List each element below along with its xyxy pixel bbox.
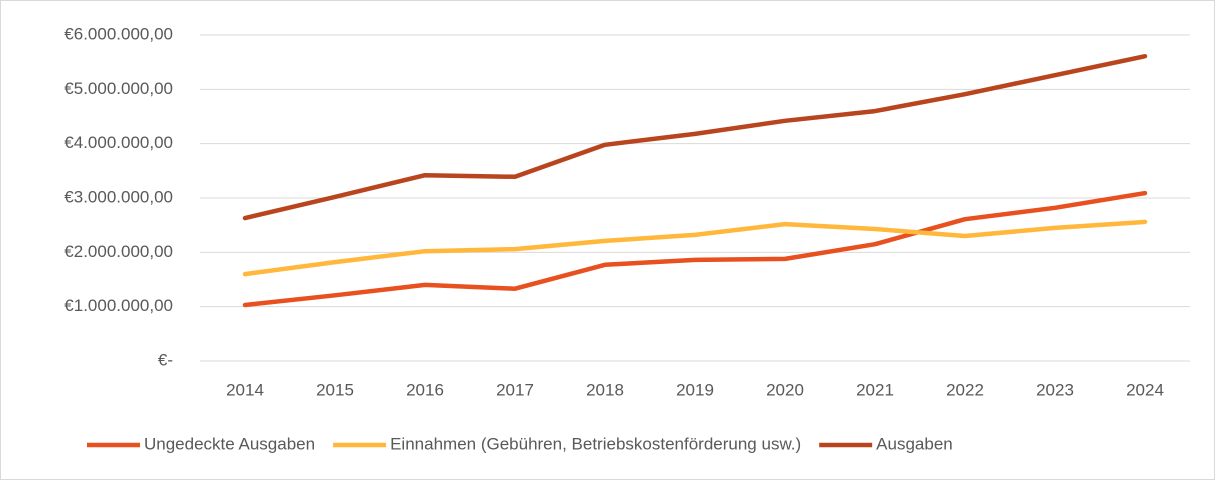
x-tick-label: 2024 xyxy=(1126,380,1164,399)
series-line xyxy=(242,219,1148,277)
x-tick-label: 2023 xyxy=(1036,380,1074,399)
series-line xyxy=(242,53,1148,221)
x-tick-label: 2019 xyxy=(676,380,714,399)
x-tick-label: 2022 xyxy=(946,380,984,399)
y-tick-label: €5.000.000,00 xyxy=(64,79,173,98)
y-tick-label: €3.000.000,00 xyxy=(64,187,173,206)
x-tick-label: 2016 xyxy=(406,380,444,399)
y-tick-label: €4.000.000,00 xyxy=(64,133,173,152)
x-tick-label: 2015 xyxy=(316,380,354,399)
y-tick-label: €- xyxy=(158,350,173,369)
x-tick-label: 2020 xyxy=(766,380,804,399)
y-tick-label: €1.000.000,00 xyxy=(64,296,173,315)
series-line xyxy=(242,190,1148,308)
y-tick-label: €6.000.000,00 xyxy=(64,24,173,43)
legend-label: Ausgaben xyxy=(876,434,953,453)
y-tick-label: €2.000.000,00 xyxy=(64,242,173,261)
legend-label: Einnahmen (Gebühren, Betriebskostenförde… xyxy=(390,434,801,453)
x-tick-label: 2018 xyxy=(586,380,624,399)
x-tick-label: 2014 xyxy=(226,380,264,399)
x-tick-label: 2017 xyxy=(496,380,534,399)
x-tick-label: 2021 xyxy=(856,380,894,399)
legend-label: Ungedeckte Ausgaben xyxy=(144,434,315,453)
